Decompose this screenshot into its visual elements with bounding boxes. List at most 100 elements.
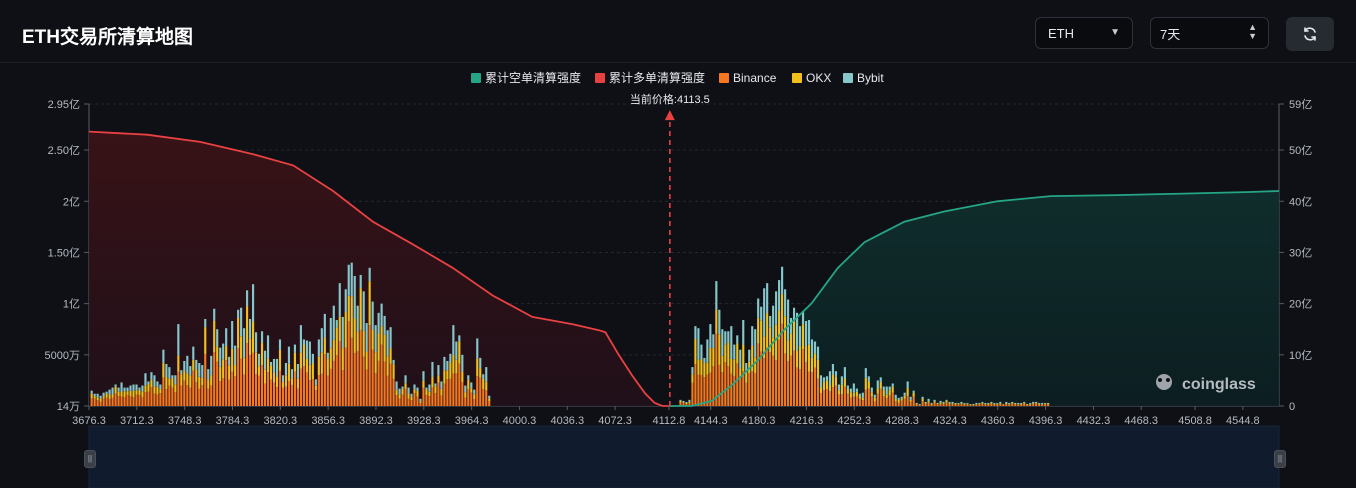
bar-segment-okx xyxy=(473,394,476,400)
liquidation-bar xyxy=(437,365,440,406)
bar-segment-okx xyxy=(281,382,285,388)
legend-item: OKX xyxy=(792,71,831,85)
range-handle-right[interactable]: || xyxy=(1274,450,1286,468)
bar-segment-bybit xyxy=(234,345,237,366)
bar-segment-binance xyxy=(930,404,933,406)
bar-segment-binance xyxy=(760,351,763,406)
bar-segment-okx xyxy=(981,402,984,404)
liquidation-bar xyxy=(1008,402,1011,406)
bar-segment-binance xyxy=(775,360,778,406)
bar-segment-bybit xyxy=(341,316,344,349)
bar-segment-okx xyxy=(329,348,332,369)
bar-segment-bybit xyxy=(1008,402,1011,405)
bar-segment-bybit xyxy=(308,341,311,365)
bar-segment-binance xyxy=(93,398,96,406)
bar-segment-okx xyxy=(380,326,383,345)
bar-segment-binance xyxy=(718,364,721,406)
bar-segment-bybit xyxy=(1020,402,1023,404)
liquidation-bar xyxy=(1032,401,1035,406)
bar-segment-bybit xyxy=(371,301,374,330)
refresh-button[interactable] xyxy=(1286,17,1334,51)
bar-segment-binance xyxy=(945,402,948,406)
bar-segment-okx xyxy=(999,402,1002,404)
bar-segment-bybit xyxy=(249,318,252,339)
bar-segment-bybit xyxy=(461,354,464,372)
bar-segment-okx xyxy=(237,318,240,349)
bar-segment-okx xyxy=(993,403,996,405)
bar-segment-binance xyxy=(147,391,150,406)
bar-segment-binance xyxy=(894,400,897,406)
liquidation-bar xyxy=(120,382,123,406)
bar-segment-bybit xyxy=(882,386,885,391)
bar-segment-okx xyxy=(165,377,168,390)
bar-segment-okx xyxy=(99,398,102,402)
bar-segment-okx xyxy=(781,294,784,324)
bar-segment-binance xyxy=(222,378,225,406)
bar-segment-okx xyxy=(422,380,425,388)
bar-segment-bybit xyxy=(975,402,978,405)
bar-segment-binance xyxy=(114,393,117,406)
liquidation-bar xyxy=(299,325,302,406)
bar-segment-binance xyxy=(778,339,781,406)
bar-segment-okx xyxy=(213,320,216,352)
bar-segment-bybit xyxy=(470,382,473,389)
bar-segment-bybit xyxy=(305,340,308,359)
bar-segment-bybit xyxy=(201,365,204,378)
bar-segment-okx xyxy=(870,392,873,396)
bar-segment-okx xyxy=(90,393,93,399)
bar-segment-bybit xyxy=(733,344,736,360)
liquidation-bar xyxy=(960,401,963,406)
bar-segment-okx xyxy=(434,386,437,394)
bar-segment-binance xyxy=(102,398,105,406)
liquidation-bar xyxy=(912,390,915,406)
liquidation-bar xyxy=(422,371,425,406)
bar-segment-okx xyxy=(1002,404,1005,405)
liquidation-bar xyxy=(778,280,781,406)
bar-segment-okx xyxy=(284,375,288,387)
bar-segment-okx xyxy=(924,402,927,404)
bar-segment-bybit xyxy=(876,380,879,389)
x-tick-label: 4288.3 xyxy=(885,415,919,427)
bar-segment-okx xyxy=(804,346,808,363)
bar-segment-okx xyxy=(688,401,691,404)
coin-select[interactable]: ETH ▼ xyxy=(1035,17,1133,49)
liquidation-bar xyxy=(1017,402,1020,406)
liquidation-bar xyxy=(410,393,413,406)
range-select[interactable]: 7天 ▲ ▼ xyxy=(1150,17,1269,49)
bar-segment-binance xyxy=(772,355,775,406)
y-right-tick-label: 30亿 xyxy=(1289,246,1312,259)
bar-segment-bybit xyxy=(440,381,443,389)
bar-segment-bybit xyxy=(819,375,823,388)
x-tick-label: 4216.3 xyxy=(790,415,824,427)
liquidation-bar xyxy=(470,382,473,406)
bar-segment-bybit xyxy=(446,360,449,371)
legend-swatch xyxy=(719,73,729,83)
bar-segment-okx xyxy=(350,296,353,338)
coinglass-watermark: coinglass xyxy=(1156,374,1256,393)
bar-segment-binance xyxy=(293,371,296,406)
bar-segment-okx xyxy=(108,394,111,399)
bar-segment-okx xyxy=(240,336,243,359)
bar-segment-okx xyxy=(790,333,793,356)
bar-segment-okx xyxy=(150,379,153,388)
bar-segment-okx xyxy=(431,377,434,388)
liquidation-bar xyxy=(332,305,335,406)
bar-segment-okx xyxy=(742,344,745,372)
bar-segment-bybit xyxy=(329,317,332,349)
range-handle-left[interactable]: || xyxy=(84,450,96,468)
bar-segment-bybit xyxy=(479,357,482,369)
bar-segment-bybit xyxy=(263,350,267,370)
bar-segment-bybit xyxy=(416,387,419,392)
liquidation-bar xyxy=(915,402,918,406)
bar-segment-binance xyxy=(963,404,966,406)
bar-segment-bybit xyxy=(165,364,168,377)
bar-segment-okx xyxy=(368,281,371,326)
bar-segment-binance xyxy=(335,355,338,406)
bar-segment-bybit xyxy=(825,376,829,381)
liquidation-bar xyxy=(718,309,721,406)
bar-segment-okx xyxy=(105,393,108,398)
bar-segment-bybit xyxy=(383,315,386,335)
legend-label: 累计空单清算强度 xyxy=(485,70,581,85)
bar-segment-okx xyxy=(144,385,147,393)
bar-segment-okx xyxy=(858,395,861,399)
